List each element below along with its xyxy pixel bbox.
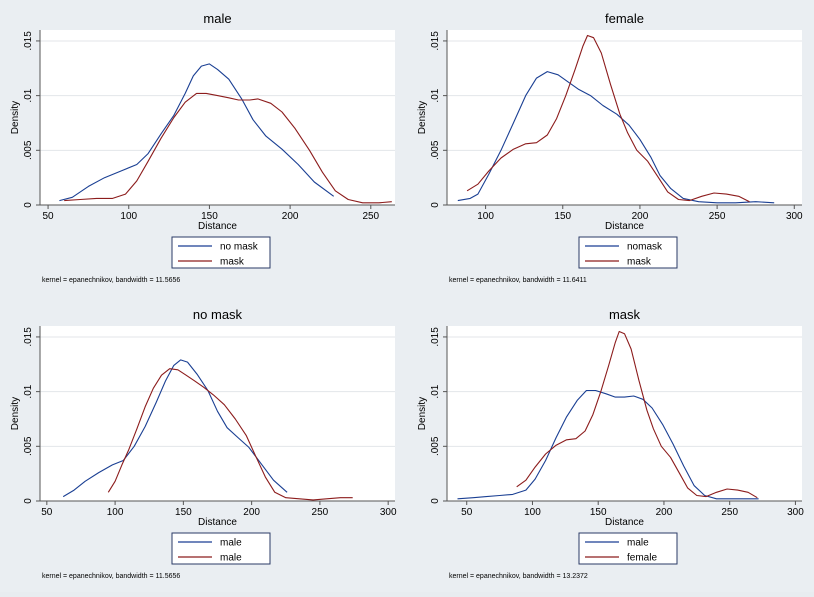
series-line-1: [64, 92, 392, 204]
x-tick-label: 100: [524, 507, 541, 518]
series-line-0: [62, 359, 288, 498]
plot-region: [40, 326, 395, 501]
series-line-0: [59, 63, 335, 202]
kernel-note: kernel = epanechnikov, bandwidth = 11.56…: [42, 277, 180, 284]
chart-title: female: [605, 11, 644, 26]
y-tick-label: 0: [430, 202, 441, 208]
x-axis-label: Distance: [198, 517, 237, 528]
legend-label: mask: [627, 257, 652, 268]
x-tick-label: 50: [461, 507, 473, 518]
y-tick-label: .005: [23, 436, 34, 456]
legend: [578, 532, 678, 565]
legend: [171, 532, 271, 565]
legend-label: mask: [220, 257, 245, 268]
chart-title: no mask: [193, 307, 243, 322]
y-tick-label: .015: [430, 327, 441, 347]
series-line-0: [457, 71, 775, 204]
panel-1: 0 .005 .01 .015 100 150 200 250 300 female Distanc…: [417, 11, 803, 284]
series-line-1: [516, 330, 758, 499]
series-line-1: [466, 34, 750, 203]
chart-title: male: [203, 11, 231, 26]
x-tick-label: 300: [787, 507, 804, 518]
legend: [578, 236, 678, 269]
legend-label: male: [220, 553, 242, 564]
plot-region: [447, 30, 802, 205]
y-tick-label: 0: [23, 498, 34, 504]
y-tick-label: .015: [23, 327, 34, 347]
legend-label: male: [627, 538, 649, 549]
x-tick-label: 150: [175, 507, 192, 518]
x-tick-label: 250: [312, 507, 329, 518]
kernel-note: kernel = epanechnikov, bandwidth = 13.23…: [449, 573, 588, 580]
legend: [171, 236, 271, 269]
panel-2: 0 .005 .01 .015 50 100 150 200 250 300 no mask Dist…: [10, 307, 397, 580]
x-tick-label: 50: [43, 211, 55, 222]
plot-region: [40, 30, 395, 205]
plot-region: [447, 326, 802, 501]
kernel-note: kernel = epanechnikov, bandwidth = 11.56…: [42, 573, 180, 580]
chart-title: mask: [609, 307, 641, 322]
x-axis-label: Distance: [198, 221, 237, 232]
y-tick-label: .015: [430, 31, 441, 51]
legend-label: no mask: [220, 242, 259, 253]
x-tick-label: 100: [477, 211, 494, 222]
y-tick-label: .015: [23, 31, 34, 51]
y-tick-label: .005: [430, 436, 441, 456]
y-axis-label: Density: [10, 101, 21, 134]
y-tick-label: .005: [430, 140, 441, 160]
x-tick-label: 250: [709, 211, 726, 222]
y-tick-label: 0: [430, 498, 441, 504]
x-tick-label: 150: [590, 507, 607, 518]
y-tick-label: .01: [23, 88, 34, 102]
panel-0: 0 .005 .01 .015 50 100 150 200 250 male Distance De…: [10, 11, 395, 284]
x-tick-label: 100: [120, 211, 137, 222]
y-axis-label: Density: [417, 101, 428, 134]
x-tick-label: 50: [41, 507, 53, 518]
y-axis-label: Density: [417, 397, 428, 430]
x-tick-label: 200: [243, 507, 260, 518]
x-tick-label: 300: [786, 211, 803, 222]
x-tick-label: 200: [632, 211, 649, 222]
legend-label: male: [220, 538, 242, 549]
y-axis-label: Density: [10, 397, 21, 430]
x-axis-label: Distance: [605, 517, 644, 528]
x-tick-label: 200: [656, 507, 673, 518]
x-tick-label: 100: [107, 507, 124, 518]
x-tick-label: 150: [554, 211, 571, 222]
y-tick-label: 0: [23, 202, 34, 208]
kernel-note: kernel = epanechnikov, bandwidth = 11.64…: [449, 277, 587, 284]
y-tick-label: .01: [430, 384, 441, 398]
x-tick-label: 250: [721, 507, 738, 518]
panel-3: 0 .005 .01 .015 50 100 150 200 250 300 mask Distanc…: [417, 307, 804, 580]
x-tick-label: 250: [362, 211, 379, 222]
series-line-0: [457, 389, 759, 500]
x-tick-label: 300: [380, 507, 397, 518]
y-tick-label: .01: [23, 384, 34, 398]
y-tick-label: .005: [23, 140, 34, 160]
x-tick-label: 200: [282, 211, 299, 222]
legend-label: female: [627, 553, 657, 564]
x-tick-label: 150: [201, 211, 218, 222]
legend-label: nomask: [627, 242, 663, 253]
y-tick-label: .01: [430, 88, 441, 102]
series-line-1: [107, 368, 353, 501]
x-axis-label: Distance: [605, 221, 644, 232]
